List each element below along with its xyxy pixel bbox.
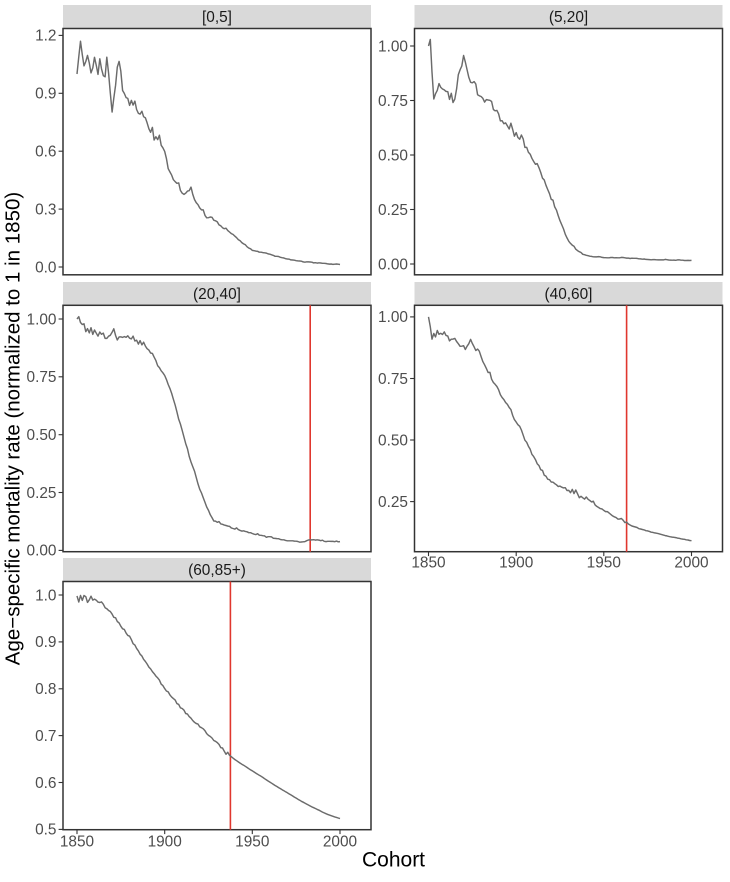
svg-text:0.7: 0.7: [35, 728, 56, 745]
svg-text:1.00: 1.00: [378, 38, 408, 55]
svg-text:1850: 1850: [411, 555, 445, 572]
svg-text:0.75: 0.75: [378, 93, 408, 110]
svg-text:[0,5]: [0,5]: [202, 9, 232, 26]
svg-text:0.0: 0.0: [35, 259, 56, 276]
svg-text:0.8: 0.8: [35, 681, 56, 698]
svg-text:0.25: 0.25: [378, 202, 408, 219]
svg-text:1900: 1900: [499, 555, 533, 572]
svg-text:2000: 2000: [674, 555, 708, 572]
svg-text:0.75: 0.75: [378, 371, 408, 388]
svg-text:0.50: 0.50: [378, 432, 408, 449]
svg-text:0.6: 0.6: [35, 144, 56, 161]
svg-text:0.3: 0.3: [35, 201, 56, 218]
svg-text:1.0: 1.0: [35, 587, 56, 604]
svg-text:1900: 1900: [148, 834, 182, 851]
svg-text:0.50: 0.50: [27, 427, 57, 444]
svg-text:2000: 2000: [323, 834, 357, 851]
svg-text:1950: 1950: [587, 555, 621, 572]
svg-text:(20,40]: (20,40]: [193, 286, 241, 303]
svg-text:1950: 1950: [235, 834, 269, 851]
svg-text:(5,20]: (5,20]: [549, 9, 588, 26]
svg-text:0.00: 0.00: [27, 543, 57, 560]
svg-text:0.9: 0.9: [35, 86, 56, 103]
svg-text:0.25: 0.25: [27, 485, 57, 502]
svg-text:(40,60]: (40,60]: [545, 286, 593, 303]
svg-text:Age−specific mortality rate (n: Age−specific mortality rate (normalized …: [2, 192, 25, 665]
svg-text:(60,85+): (60,85+): [188, 562, 246, 579]
svg-text:0.5: 0.5: [35, 822, 56, 839]
svg-text:0.9: 0.9: [35, 634, 56, 651]
svg-text:1.00: 1.00: [378, 309, 408, 326]
svg-text:0.6: 0.6: [35, 775, 56, 792]
svg-text:0.50: 0.50: [378, 147, 408, 164]
svg-text:1850: 1850: [60, 834, 94, 851]
svg-text:0.00: 0.00: [378, 256, 408, 273]
svg-text:1.00: 1.00: [27, 311, 57, 328]
svg-text:Cohort: Cohort: [362, 849, 425, 872]
svg-text:1.2: 1.2: [35, 28, 56, 45]
svg-text:0.75: 0.75: [27, 369, 57, 386]
svg-text:0.25: 0.25: [378, 494, 408, 511]
